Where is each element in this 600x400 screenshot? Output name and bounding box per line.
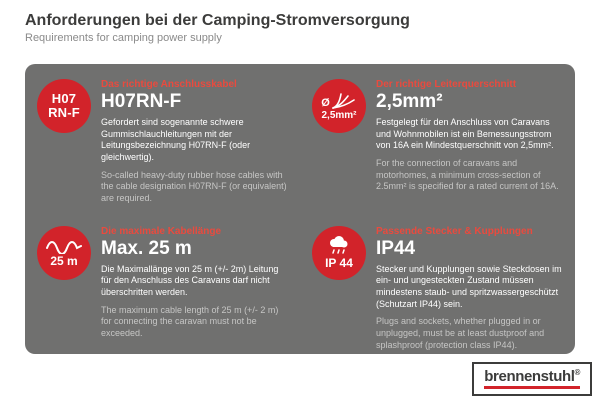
- badge-text: 25 m: [50, 253, 78, 268]
- rain-cloud-icon: [326, 235, 352, 256]
- ip44-badge: IP 44: [312, 225, 366, 280]
- logo-red-underline: [484, 386, 580, 389]
- card-text-en: For the connection of caravans and motor…: [376, 157, 559, 192]
- card-heading: Das richtige Anschlusskabel: [101, 79, 237, 90]
- card-heading: Der richtige Leiterquerschnitt: [376, 79, 517, 90]
- brand-name: brennenstuhl®: [484, 368, 581, 385]
- badge-text: IP 44: [325, 256, 353, 271]
- cable-length-badge: 25 m: [37, 225, 91, 280]
- wire-fan-icon: [331, 92, 357, 109]
- card-text-de: Stecker und Kupplungen sowie Steckdosen …: [376, 263, 562, 309]
- badge-text: 2,5mm²: [321, 109, 357, 121]
- page-title: Anforderungen bei der Camping-Stromverso…: [25, 12, 410, 29]
- card-text-en: The maximum cable length of 25 m (+/- 2 …: [101, 304, 279, 339]
- card-text: Die maximale Kabellänge Max. 25 m Die Ma…: [101, 226, 288, 340]
- card-text: Das richtige Anschlusskabel H07RN-F Gefo…: [101, 79, 288, 205]
- requirements-panel: H07 RN-F Das richtige Anschlusskabel H07…: [25, 64, 575, 354]
- card-cable-length: 25 m Die maximale Kabellänge Max. 25 m D…: [25, 211, 300, 358]
- card-text-de: Festgelegt für den Anschluss von Caravan…: [376, 116, 554, 151]
- card-text-de: Gefordert sind sogenannte schwere Gummis…: [101, 116, 251, 162]
- card-title: IP44: [376, 237, 416, 259]
- badge-icon-row: Ø: [321, 92, 357, 109]
- card-text-en: So-called heavy-duty rubber hose cables …: [101, 169, 287, 204]
- card-title: 2,5mm²: [376, 91, 443, 112]
- card-text-en: Plugs and sockets, whether plugged in or…: [376, 316, 545, 350]
- registered-mark: ®: [574, 368, 581, 377]
- badge-text-line: RN-F: [48, 105, 80, 120]
- card-title: Max. 25 m: [101, 237, 192, 259]
- card-heading: Passende Stecker & Kupplungen: [376, 225, 533, 237]
- page-subtitle: Requirements for camping power supply: [25, 31, 222, 44]
- badge-text-line: H07: [51, 90, 77, 106]
- card-text: Der richtige Leiterquerschnitt 2,5mm² Fe…: [376, 79, 563, 193]
- card-text-de: Die Maximallänge von 25 m (+/- 2m) Leitu…: [101, 263, 279, 297]
- card-title: H07RN-F: [101, 91, 182, 112]
- card-heading: Die maximale Kabellänge: [101, 225, 222, 237]
- h07rn-f-badge: H07 RN-F: [37, 79, 91, 133]
- cross-section-badge: Ø 2,5mm²: [312, 79, 366, 133]
- card-text: Passende Stecker & Kupplungen IP44 Steck…: [376, 226, 563, 352]
- brennenstuhl-logo: brennenstuhl®: [472, 362, 592, 396]
- card-plugs-couplings: IP 44 Passende Stecker & Kupplungen IP44…: [300, 211, 575, 358]
- diameter-symbol: Ø: [321, 96, 330, 109]
- coiled-cable-icon: [45, 238, 83, 254]
- card-connection-cable: H07 RN-F Das richtige Anschlusskabel H07…: [25, 64, 300, 211]
- header: Anforderungen bei der Camping-Stromverso…: [25, 12, 410, 44]
- card-cross-section: Ø 2,5mm² Der richtige Leiterquerschnitt …: [300, 64, 575, 211]
